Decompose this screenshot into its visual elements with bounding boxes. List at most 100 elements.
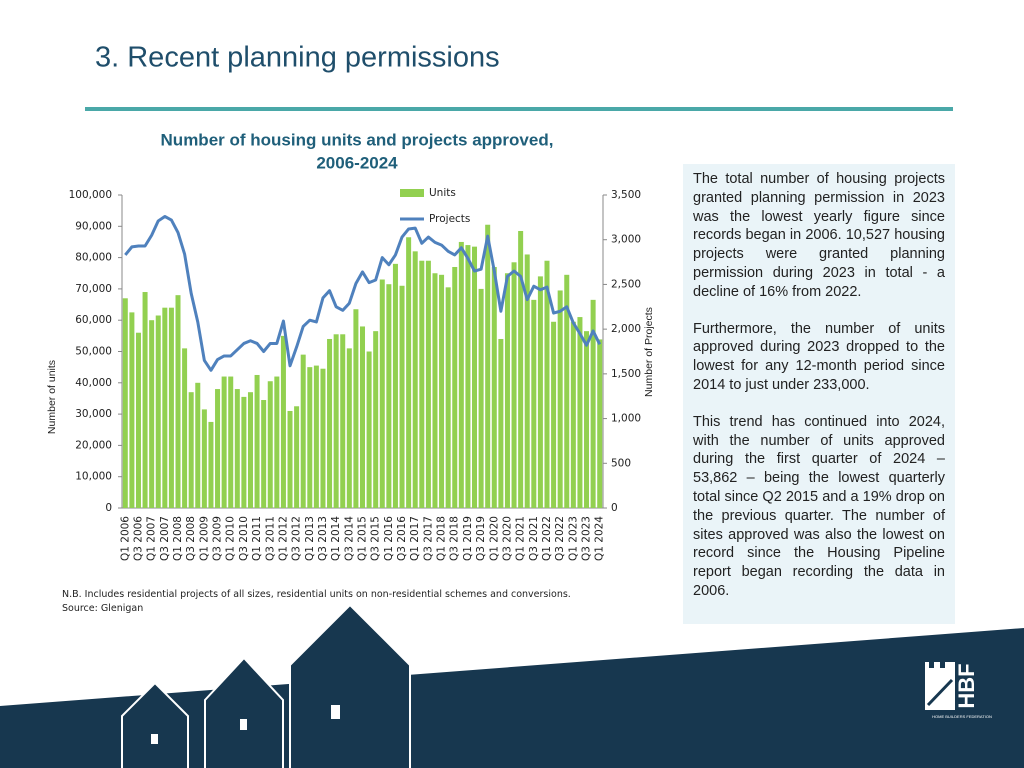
footnote: N.B. Includes residential projects of al… bbox=[62, 589, 571, 614]
bar bbox=[366, 351, 372, 508]
bar bbox=[359, 326, 366, 508]
bar bbox=[392, 263, 398, 508]
bar bbox=[122, 298, 128, 508]
bar bbox=[412, 251, 418, 508]
x-tick-label: Q1 2012 bbox=[277, 516, 289, 561]
bar bbox=[597, 339, 603, 508]
bar bbox=[168, 307, 174, 508]
bar bbox=[300, 354, 306, 508]
x-tick-label: Q3 2007 bbox=[159, 516, 171, 561]
paragraph: The total number of housing projects gra… bbox=[693, 171, 945, 300]
y2-tick-label: 3,500 bbox=[611, 189, 641, 201]
y-tick-label: 30,000 bbox=[75, 408, 112, 420]
bar bbox=[195, 382, 201, 508]
x-tick-label: Q3 2018 bbox=[449, 516, 461, 561]
bar bbox=[340, 334, 346, 508]
bar bbox=[504, 273, 510, 508]
bar bbox=[221, 376, 227, 508]
paragraph: This trend has continued into 2024, with… bbox=[693, 413, 945, 599]
bar bbox=[452, 266, 458, 508]
bar bbox=[531, 299, 537, 508]
bar bbox=[544, 260, 550, 508]
bar bbox=[537, 276, 543, 508]
x-tick-label: Q3 2006 bbox=[132, 516, 144, 561]
bar bbox=[327, 338, 333, 508]
bar bbox=[465, 245, 471, 508]
line bbox=[124, 214, 602, 372]
x-tick-label: Q3 2009 bbox=[212, 516, 224, 561]
bar bbox=[564, 274, 570, 508]
x-tick-label: Q1 2010 bbox=[225, 516, 237, 561]
bar bbox=[228, 376, 234, 508]
x-tick-label: Q1 2016 bbox=[383, 516, 395, 561]
bar bbox=[307, 367, 313, 508]
bar bbox=[439, 274, 445, 508]
bar bbox=[267, 381, 273, 508]
x-tick-label: Q1 2017 bbox=[409, 516, 421, 561]
x-tick-label: Q1 2018 bbox=[436, 516, 448, 561]
x-tick-label: Q1 2020 bbox=[488, 516, 500, 561]
x-tick-label: Q3 2020 bbox=[501, 516, 513, 561]
bar bbox=[353, 309, 359, 508]
bar bbox=[208, 421, 214, 508]
bar bbox=[379, 279, 385, 508]
x-tick-label: Q3 2013 bbox=[317, 516, 329, 561]
bar bbox=[247, 392, 253, 508]
x-tick-label: Q3 2023 bbox=[581, 516, 593, 561]
bar bbox=[491, 266, 497, 508]
x-tick-label: Q3 2019 bbox=[475, 516, 487, 561]
y-tick-label: 40,000 bbox=[75, 377, 112, 389]
bar bbox=[458, 241, 464, 508]
bar bbox=[162, 307, 168, 508]
bar bbox=[234, 389, 240, 508]
x-tick-label: Q1 2006 bbox=[119, 516, 131, 561]
houses bbox=[121, 603, 411, 768]
x-tick-label: Q3 2015 bbox=[370, 516, 382, 561]
bar bbox=[261, 400, 267, 508]
y-tick-label: 60,000 bbox=[75, 314, 112, 326]
bar bbox=[274, 376, 280, 508]
x-tick-label: Q1 2015 bbox=[357, 516, 369, 561]
bar bbox=[287, 410, 293, 508]
bar bbox=[280, 335, 286, 508]
y-tick-label: 0 bbox=[105, 502, 112, 514]
y2-tick-label: 3,000 bbox=[611, 234, 641, 246]
bar bbox=[346, 348, 352, 508]
x-tick-label: Q3 2017 bbox=[422, 516, 434, 561]
legend-label: Projects bbox=[429, 213, 470, 225]
bar bbox=[294, 406, 300, 508]
bar bbox=[432, 273, 438, 508]
paragraph: Furthermore, the number of units approve… bbox=[693, 320, 945, 393]
x-tick-label: Q1 2023 bbox=[567, 516, 579, 561]
y2-tick-label: 2,500 bbox=[611, 278, 641, 290]
bar bbox=[577, 317, 583, 508]
bar bbox=[129, 312, 135, 508]
bar bbox=[254, 374, 260, 508]
bar bbox=[149, 320, 155, 508]
y2-tick-label: 1,000 bbox=[611, 413, 641, 425]
y-tick-label: 50,000 bbox=[75, 346, 112, 358]
bar bbox=[373, 331, 379, 508]
x-tick-label: Q1 2009 bbox=[198, 516, 210, 561]
bar bbox=[142, 292, 148, 508]
y2-axis-label: Number of Projects bbox=[643, 307, 655, 397]
x-tick-label: Q3 2010 bbox=[238, 516, 250, 561]
bar bbox=[188, 392, 194, 508]
x-tick-label: Q3 2012 bbox=[291, 516, 303, 561]
bar bbox=[478, 288, 484, 508]
bar bbox=[155, 315, 161, 508]
x-tick-label: Q1 2019 bbox=[462, 516, 474, 561]
bar bbox=[175, 295, 181, 508]
y-tick-label: 70,000 bbox=[75, 283, 112, 295]
x-tick-label: Q3 2022 bbox=[554, 516, 566, 561]
chart-title: Number of housing units and projects app… bbox=[161, 130, 554, 149]
bar bbox=[425, 260, 431, 508]
bar bbox=[406, 237, 412, 508]
y-tick-label: 20,000 bbox=[75, 439, 112, 451]
bar bbox=[399, 285, 405, 508]
bar bbox=[557, 290, 563, 508]
legend-swatch bbox=[400, 189, 424, 197]
x-tick-label: Q1 2013 bbox=[304, 516, 316, 561]
